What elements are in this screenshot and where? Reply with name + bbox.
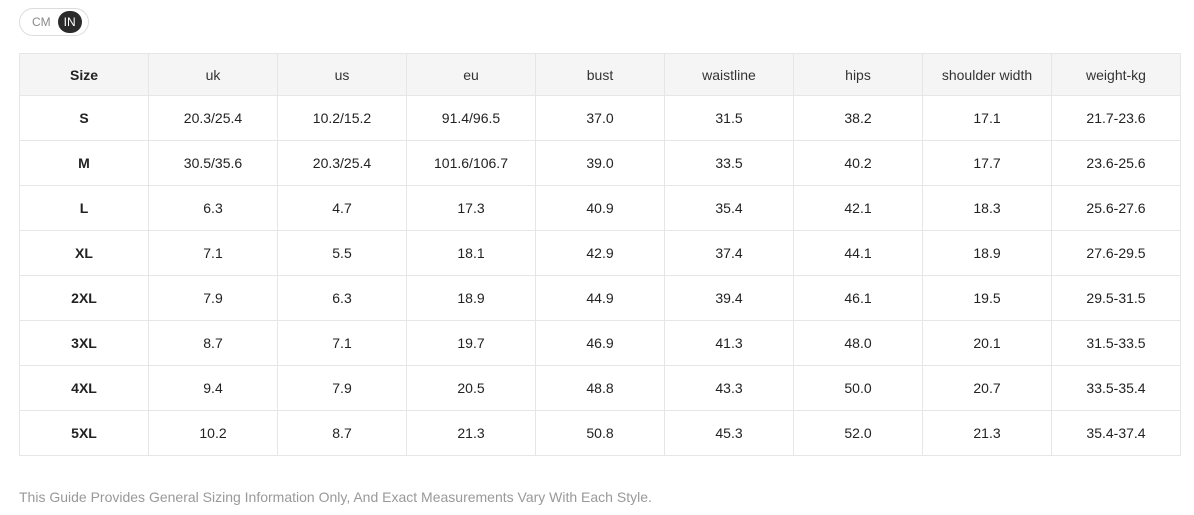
table-header-row: Size uk us eu bust waistline hips shoulder widt…	[19, 53, 1181, 96]
size-label-cell: M	[19, 140, 149, 186]
column-header: us	[277, 53, 407, 96]
measurement-cell: 20.3/25.4	[148, 95, 278, 141]
measurement-cell: 7.1	[148, 230, 278, 276]
measurement-cell: 39.0	[535, 140, 665, 186]
measurement-cell: 8.7	[148, 320, 278, 366]
size-label-cell: 5XL	[19, 410, 149, 456]
size-chart-table: Size uk us eu bust waistline hips shoulder widt…	[19, 53, 1181, 456]
table-row: 2XL 7.9 6.3 18.9 44.9 39.4 46.1 19.5 29.5-31.5	[19, 275, 1181, 321]
measurement-cell: 40.9	[535, 185, 665, 231]
measurement-cell: 9.4	[148, 365, 278, 411]
measurement-cell: 50.8	[535, 410, 665, 456]
measurement-cell: 7.9	[277, 365, 407, 411]
measurement-cell: 17.1	[922, 95, 1052, 141]
table-row: 4XL 9.4 7.9 20.5 48.8 43.3 50.0 20.7 33.5-35.4	[19, 365, 1181, 411]
measurement-cell: 19.7	[406, 320, 536, 366]
size-label-cell: 4XL	[19, 365, 149, 411]
measurement-cell: 10.2	[148, 410, 278, 456]
column-header: Size	[19, 53, 149, 96]
table-row: S 20.3/25.4 10.2/15.2 91.4/96.5 37.0 31.5 38.2…	[19, 95, 1181, 141]
measurement-cell: 33.5-35.4	[1051, 365, 1181, 411]
measurement-cell: 40.2	[793, 140, 923, 186]
measurement-cell: 27.6-29.5	[1051, 230, 1181, 276]
measurement-cell: 41.3	[664, 320, 794, 366]
measurement-cell: 30.5/35.6	[148, 140, 278, 186]
column-header: uk	[148, 53, 278, 96]
measurement-cell: 17.3	[406, 185, 536, 231]
measurement-cell: 20.3/25.4	[277, 140, 407, 186]
measurement-cell: 46.1	[793, 275, 923, 321]
measurement-cell: 42.1	[793, 185, 923, 231]
measurement-cell: 33.5	[664, 140, 794, 186]
table-body: S 20.3/25.4 10.2/15.2 91.4/96.5 37.0 31.5 38.2…	[19, 95, 1181, 456]
measurement-cell: 18.1	[406, 230, 536, 276]
measurement-cell: 18.9	[406, 275, 536, 321]
measurement-cell: 25.6-27.6	[1051, 185, 1181, 231]
measurement-cell: 18.9	[922, 230, 1052, 276]
measurement-cell: 23.6-25.6	[1051, 140, 1181, 186]
measurement-cell: 35.4	[664, 185, 794, 231]
measurement-cell: 44.9	[535, 275, 665, 321]
measurement-cell: 20.7	[922, 365, 1052, 411]
size-label-cell: XL	[19, 230, 149, 276]
measurement-cell: 43.3	[664, 365, 794, 411]
measurement-cell: 10.2/15.2	[277, 95, 407, 141]
unit-option-cm[interactable]: CM	[32, 15, 51, 29]
measurement-cell: 42.9	[535, 230, 665, 276]
size-label-cell: 2XL	[19, 275, 149, 321]
measurement-cell: 50.0	[793, 365, 923, 411]
unit-option-in[interactable]: IN	[57, 11, 82, 33]
measurement-cell: 8.7	[277, 410, 407, 456]
measurement-cell: 20.1	[922, 320, 1052, 366]
measurement-cell: 18.3	[922, 185, 1052, 231]
measurement-cell: 21.7-23.6	[1051, 95, 1181, 141]
column-header: weight-kg	[1051, 53, 1181, 96]
column-header: shoulder width	[922, 53, 1052, 96]
measurement-cell: 4.7	[277, 185, 407, 231]
table-row: M 30.5/35.6 20.3/25.4 101.6/106.7 39.0 33.5 40…	[19, 140, 1181, 186]
table-row: L 6.3 4.7 17.3 40.9 35.4 42.1 18.3 25.6-27.6	[19, 185, 1181, 231]
measurement-cell: 31.5	[664, 95, 794, 141]
size-label-cell: L	[19, 185, 149, 231]
measurement-cell: 37.4	[664, 230, 794, 276]
measurement-cell: 7.1	[277, 320, 407, 366]
measurement-cell: 48.0	[793, 320, 923, 366]
measurement-cell: 44.1	[793, 230, 923, 276]
measurement-cell: 31.5-33.5	[1051, 320, 1181, 366]
table-row: XL 7.1 5.5 18.1 42.9 37.4 44.1 18.9 27.6-29.5	[19, 230, 1181, 276]
measurement-cell: 38.2	[793, 95, 923, 141]
measurement-cell: 7.9	[148, 275, 278, 321]
measurement-cell: 6.3	[148, 185, 278, 231]
measurement-cell: 19.5	[922, 275, 1052, 321]
size-label-cell: 3XL	[19, 320, 149, 366]
size-label-cell: S	[19, 95, 149, 141]
column-header: eu	[406, 53, 536, 96]
column-header: hips	[793, 53, 923, 96]
table-row: 3XL 8.7 7.1 19.7 46.9 41.3 48.0 20.1 31.5-33.5	[19, 320, 1181, 366]
table-row: 5XL 10.2 8.7 21.3 50.8 45.3 52.0 21.3 35.4-37.4	[19, 410, 1181, 456]
measurement-cell: 21.3	[406, 410, 536, 456]
measurement-cell: 17.7	[922, 140, 1052, 186]
measurement-cell: 52.0	[793, 410, 923, 456]
column-header: bust	[535, 53, 665, 96]
column-header: waistline	[664, 53, 794, 96]
sizing-disclaimer: This Guide Provides General Sizing Infor…	[19, 489, 652, 505]
measurement-cell: 21.3	[922, 410, 1052, 456]
measurement-cell: 5.5	[277, 230, 407, 276]
measurement-cell: 91.4/96.5	[406, 95, 536, 141]
measurement-cell: 29.5-31.5	[1051, 275, 1181, 321]
measurement-cell: 45.3	[664, 410, 794, 456]
measurement-cell: 101.6/106.7	[406, 140, 536, 186]
measurement-cell: 48.8	[535, 365, 665, 411]
measurement-cell: 6.3	[277, 275, 407, 321]
measurement-cell: 20.5	[406, 365, 536, 411]
unit-toggle[interactable]: CM IN	[19, 8, 89, 36]
measurement-cell: 39.4	[664, 275, 794, 321]
measurement-cell: 35.4-37.4	[1051, 410, 1181, 456]
measurement-cell: 46.9	[535, 320, 665, 366]
measurement-cell: 37.0	[535, 95, 665, 141]
